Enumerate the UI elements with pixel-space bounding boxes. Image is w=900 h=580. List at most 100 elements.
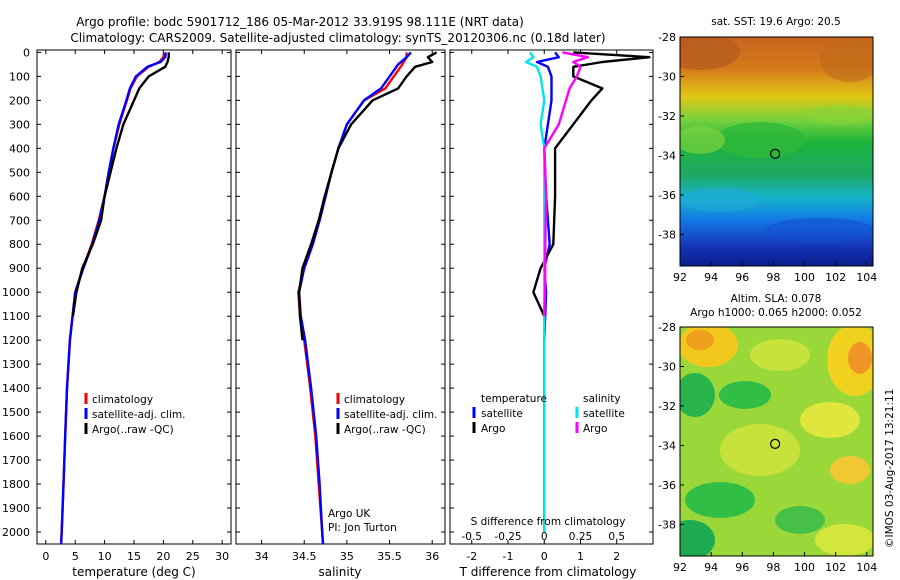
float-location-marker [770, 148, 781, 159]
x-tick-label: -1 [503, 550, 514, 563]
depth-tick-label: 1700 [2, 454, 30, 467]
x-tick-label: 2 [613, 550, 620, 563]
lat-tick-label: -30 [658, 360, 676, 373]
series-line-argo [543, 51, 589, 317]
depth-tick-label: 200 [9, 94, 30, 107]
sst-map-frame [679, 36, 874, 267]
lon-tick-label: 100 [794, 561, 815, 574]
salinity-legend: climatology satellite-adj. clim. Argo(..… [328, 393, 437, 534]
series-line-climatology [297, 52, 408, 544]
sla-map-title-line2: Argo h1000: 0.065 h2000: 0.052 [690, 307, 862, 319]
lon-tick-label: 96 [735, 561, 749, 574]
legend-label-climatology: climatology [344, 394, 405, 406]
depth-axis: 0 100 200 300 400 500 600 700 800 900 1000 1100 1200… [2, 46, 30, 539]
lon-tick-label: 104 [856, 561, 877, 574]
difference-legend: temperature salinity satellite Argo sate… [472, 393, 625, 435]
x-tick-label: -2 [466, 550, 477, 563]
depth-tick-label: 400 [9, 142, 30, 155]
x-tick-label: 35.5 [377, 550, 402, 563]
s-difference-tick-label: -0.5 [462, 531, 483, 543]
x-tick-label: 0 [541, 550, 548, 563]
lon-tick-label: 96 [735, 271, 749, 284]
figure-title-line2: Climatology: CARS2009. Satellite-adjuste… [70, 31, 605, 45]
x-tick-label: 15 [127, 550, 141, 563]
depth-tick-label: 1800 [2, 478, 30, 491]
lat-tick-label: -34 [658, 439, 676, 452]
depth-tick-label: 1000 [2, 286, 30, 299]
s-difference-axis-label: S difference from climatology [471, 516, 626, 528]
lon-tick-label: 102 [825, 271, 846, 284]
legend-label-climatology: climatology [92, 394, 153, 406]
lat-tick-label: -28 [658, 31, 676, 44]
legend-label-t-argo: Argo [481, 423, 505, 435]
depth-tick-label: 1900 [2, 502, 30, 515]
x-tick-label: 10 [98, 550, 112, 563]
lat-tick-label: -34 [658, 149, 676, 162]
temperature-panel: 0 5 10 15 20 25 30 [37, 50, 231, 563]
s-difference-tick-label: 0 [541, 531, 548, 543]
depth-tick-label: 500 [9, 166, 30, 179]
lon-tick-label: 98 [766, 271, 780, 284]
depth-tick-label: 1300 [2, 358, 30, 371]
sla-map [680, 327, 873, 556]
series-line-argo [532, 51, 651, 317]
depth-tick-label: 900 [9, 262, 30, 275]
salinity-axis-label: salinity [318, 565, 361, 579]
x-tick-label: 35 [340, 550, 354, 563]
lat-tick-label: -30 [658, 70, 676, 83]
depth-tick-label: 2000 [2, 526, 30, 539]
depth-tick-label: 1500 [2, 406, 30, 419]
salinity-panel-frame [235, 49, 446, 545]
sst-map-axes: 92 94 96 98 100 102 104 -28 -30 -32 -34 -36 -38 [658, 31, 877, 284]
annotation-pi: PI: Jon Turton [328, 522, 397, 534]
salinity-panel: 34 34.5 35 35.5 36 [236, 50, 445, 563]
lat-tick-label: -38 [658, 518, 676, 531]
depth-tick-label: 600 [9, 190, 30, 203]
lat-tick-label: -32 [658, 400, 676, 413]
series-line-satellite [524, 51, 546, 532]
x-tick-label: 20 [156, 550, 170, 563]
series-line-satellite-adj-clim [297, 51, 412, 544]
legend-label-satellite: satellite-adj. clim. [344, 409, 437, 421]
depth-tick-label: 800 [9, 238, 30, 251]
lat-tick-label: -32 [658, 110, 676, 123]
sla-map-frame [679, 326, 874, 557]
lon-tick-label: 92 [673, 561, 687, 574]
depth-tick-label: 1400 [2, 382, 30, 395]
s-difference-tick-label: 0.5 [608, 531, 625, 543]
legend-label-s-satellite: satellite [583, 408, 625, 420]
depth-tick-label: 100 [9, 70, 30, 83]
legend-label-argo: Argo(..raw -QC) [92, 424, 174, 436]
legend-label-s-argo: Argo [583, 423, 607, 435]
temperature-legend: climatology satellite-adj. clim. Argo(..… [84, 393, 185, 436]
sst-map-title: sat. SST: 19.6 Argo: 20.5 [711, 16, 841, 28]
figure-title-line1: Argo profile: bodc 5901712_186 05-Mar-20… [76, 15, 524, 29]
legend-title-temperature: temperature [481, 393, 547, 405]
legend-label-argo: Argo(..raw -QC) [344, 424, 426, 436]
x-tick-label: 1 [577, 550, 584, 563]
difference-panel-frame [449, 49, 654, 545]
s-difference-tick-label: 0.25 [569, 531, 592, 543]
x-tick-label: 5 [72, 550, 79, 563]
lat-tick-label: -36 [658, 479, 676, 492]
lat-tick-label: -38 [658, 228, 676, 241]
t-difference-axis-label: T difference from climatology [459, 565, 637, 579]
x-tick-label: 34.5 [292, 550, 317, 563]
sst-map [680, 37, 873, 266]
lat-tick-label: -28 [658, 321, 676, 334]
depth-tick-label: 0 [23, 46, 30, 59]
x-tick-label: 30 [215, 550, 229, 563]
lat-tick-label: -36 [658, 189, 676, 202]
x-tick-label: 34 [255, 550, 269, 563]
lon-tick-label: 94 [704, 271, 718, 284]
depth-tick-label: 700 [9, 214, 30, 227]
annotation-argo-uk: Argo UK [328, 508, 371, 520]
lon-tick-label: 104 [856, 271, 877, 284]
lon-tick-label: 98 [766, 561, 780, 574]
difference-panel: -2 -1 0 1 2 -0.5 -0.25 0 0.25 0.5 [450, 50, 653, 563]
sla-map-title-line1: Altim. SLA: 0.078 [731, 293, 822, 305]
sla-map-axes: 92 94 96 98 100 102 104 -28 -30 -32 -34 -36 -38 [658, 321, 877, 574]
float-location-marker [770, 438, 781, 449]
x-tick-label: 25 [186, 550, 200, 563]
